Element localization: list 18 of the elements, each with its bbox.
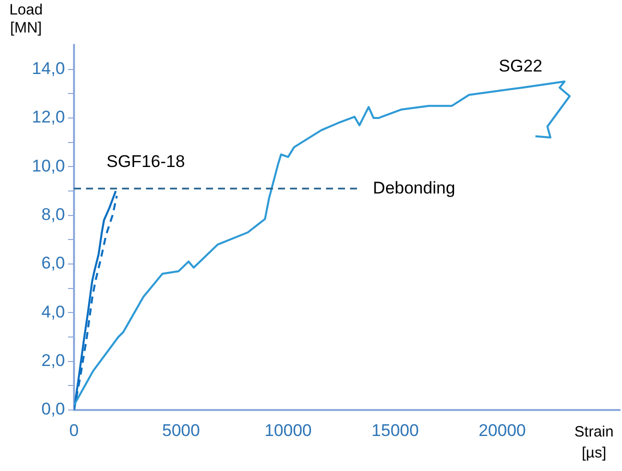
y-tick-label: 12,0 [32, 108, 65, 127]
x-tick-label: 0 [69, 420, 79, 440]
x-axis-title: Strain [µs] [574, 424, 614, 462]
x-tick-label: 15000 [372, 420, 419, 440]
y-tick-label: 0,0 [41, 400, 65, 419]
y-tick-label: 8,0 [41, 205, 65, 224]
y-tick-label: 4,0 [41, 302, 65, 322]
y-axis-title: Load [MN] [9, 2, 43, 37]
x-tick-label: 10000 [264, 420, 312, 440]
y-tick-label: 10,0 [32, 156, 65, 176]
y-tick-label: 6,0 [41, 254, 65, 273]
y-tick-label: 14,0 [32, 59, 65, 78]
x-tick-label: 20000 [478, 420, 526, 440]
ref-line-label: Debonding [372, 178, 456, 198]
series-label: SG22 [498, 56, 542, 76]
x-tick-label: 5000 [162, 420, 200, 440]
series-label: SGF16-18 [106, 152, 185, 172]
y-tick-label: 2,0 [41, 351, 65, 370]
